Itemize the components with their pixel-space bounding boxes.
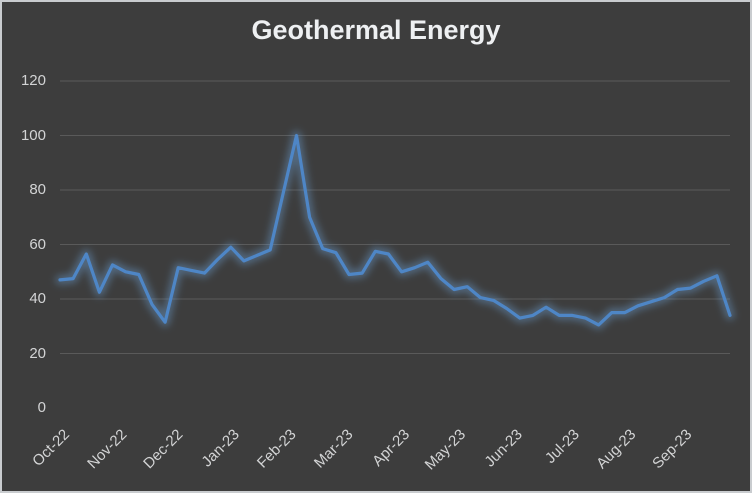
y-axis-tick-label-60: 60 bbox=[29, 235, 46, 253]
series-glow bbox=[55, 131, 735, 330]
y-axis-tick-label-100: 100 bbox=[20, 126, 46, 144]
series-line-geothermal bbox=[58, 133, 732, 327]
y-axis-tick-label-0: 0 bbox=[37, 399, 46, 416]
y-axis-tick-label-80: 80 bbox=[29, 181, 46, 198]
y-axis-tick-label-120: 120 bbox=[20, 72, 46, 89]
chart-title: Geothermal Energy bbox=[251, 15, 501, 45]
y-axis-tick-label-20: 20 bbox=[29, 344, 46, 362]
y-axis-tick-label-40: 40 bbox=[29, 290, 46, 307]
